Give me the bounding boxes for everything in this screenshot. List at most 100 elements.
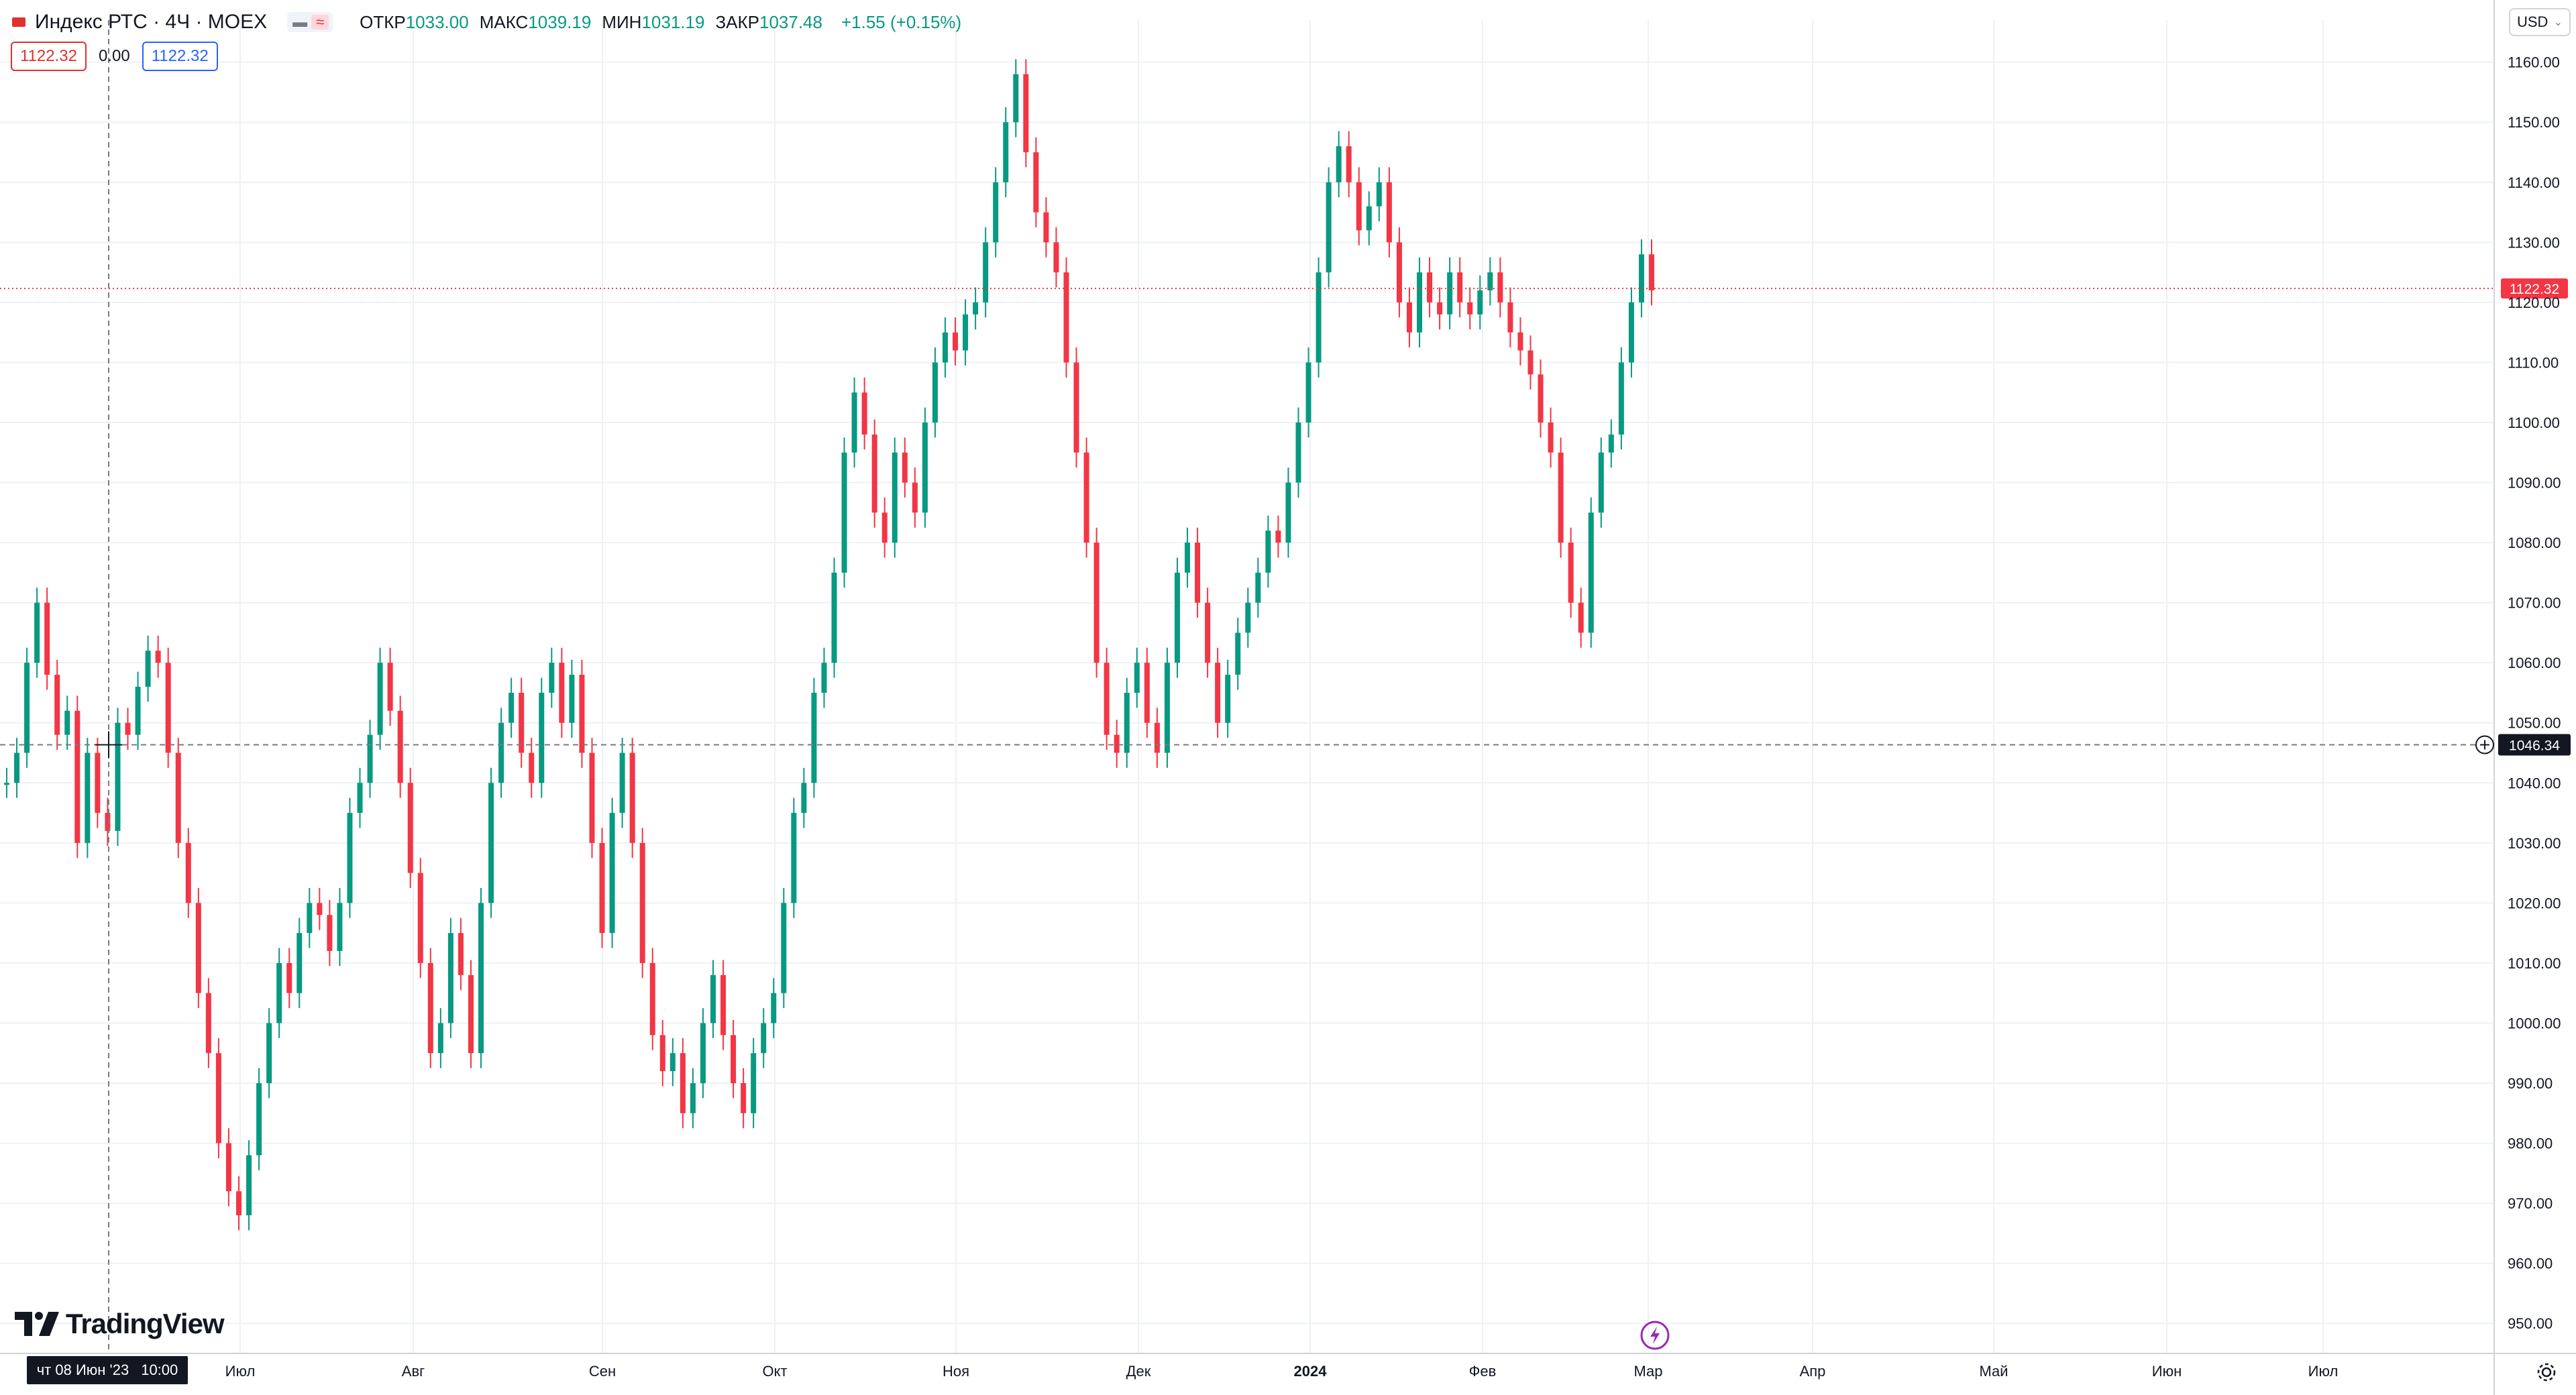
candle-body (1376, 182, 1382, 207)
candle-body (1063, 272, 1069, 363)
candle-body (1649, 254, 1654, 290)
y-tick-label: 1160.00 (2508, 54, 2560, 71)
y-tick-label: 1050.00 (2508, 715, 2561, 732)
candle-body (1144, 663, 1150, 723)
candle-body (1558, 452, 1564, 543)
candle-body (1497, 272, 1503, 302)
bars-icon[interactable]: ▬ (292, 13, 308, 30)
candle-body (1396, 242, 1402, 302)
lightning-icon[interactable] (1640, 1320, 1670, 1351)
change-value: +1.55 (+0.15%) (841, 11, 962, 32)
candle-body (54, 675, 60, 735)
candle-body (1548, 422, 1554, 453)
ohlc-high-label: МАКС (479, 11, 529, 32)
candle-body (297, 933, 303, 993)
candle-body (771, 993, 777, 1023)
candle-body (569, 675, 575, 723)
x-tick-label: Авг (402, 1363, 425, 1380)
candle-body (1517, 332, 1523, 351)
candle-body (85, 752, 91, 843)
tradingview-logo[interactable]: TradingView (15, 1308, 225, 1340)
crosshair-plus-icon[interactable] (2475, 735, 2494, 755)
candle-body (1275, 531, 1281, 543)
last-price-label: 1122.32 (2510, 282, 2559, 297)
candle-body (1366, 206, 1372, 231)
crosshair-time: 10:00 (141, 1361, 178, 1378)
candle-body (1083, 452, 1089, 543)
currency-select[interactable]: USD ⌄ (2509, 8, 2571, 36)
x-tick-label: Июл (2308, 1363, 2339, 1380)
y-tick-label: 1030.00 (2508, 835, 2561, 852)
crosshair-date-label: чт 08 Июн '23 10:00 (27, 1356, 188, 1384)
candle-body (841, 452, 847, 573)
candle-body (357, 783, 363, 814)
price-axis[interactable]: 950.00 960.00 970.00 980.00 990.00 1000.00 101… (2493, 0, 2561, 1395)
candle-body (145, 651, 151, 687)
candle-body (1336, 146, 1342, 182)
candle-body (498, 722, 504, 783)
candle-body (1467, 302, 1473, 315)
candle-body (680, 1053, 686, 1113)
candle-body (266, 1023, 272, 1084)
x-tick-label: Дек (1126, 1363, 1151, 1380)
candle-body (1003, 122, 1009, 182)
candle-body (1174, 572, 1180, 663)
candle-body (1134, 663, 1140, 693)
crosshair-price-label: 1046.34 (2509, 738, 2560, 754)
candle-body (24, 663, 30, 753)
candle-body (811, 692, 817, 783)
symbol-legend[interactable]: Индекс РТС · 4Ч · MOEX ▬ ≈ ОТКР1033.00 М… (12, 7, 961, 38)
candle-body (1043, 212, 1049, 243)
candle-body (741, 1083, 747, 1113)
candle-body (307, 903, 313, 934)
candle-body (589, 752, 595, 843)
candle-body (225, 1143, 231, 1192)
candle-body (892, 452, 898, 543)
candle-body (942, 332, 948, 363)
candle-body (1295, 422, 1301, 483)
candle-body (659, 1035, 665, 1072)
candle-body (276, 962, 282, 1023)
compare-icon[interactable]: ≈ (311, 13, 329, 30)
candle-body (731, 1035, 737, 1084)
y-tick-label: 1060.00 (2508, 655, 2561, 671)
candle-body (700, 1023, 706, 1084)
candle-body (1124, 692, 1130, 753)
candle-body (983, 242, 989, 302)
candle-body (1356, 182, 1362, 231)
candle-body (407, 783, 413, 873)
candle-body (115, 722, 121, 831)
candle-body (1457, 272, 1463, 302)
candle-body (447, 933, 453, 1023)
candle-body (761, 1023, 767, 1054)
x-tick-label: Июл (225, 1363, 256, 1380)
candle-body (1195, 543, 1201, 603)
candle-body (387, 663, 393, 711)
buy-button[interactable]: 1122.32 (142, 42, 218, 71)
candle-body (831, 572, 837, 663)
candle-body (14, 752, 20, 783)
candle-body (246, 1155, 252, 1216)
y-tick-label: 1110.00 (2508, 354, 2559, 371)
candle-body (821, 663, 827, 693)
x-tick-label: Май (1979, 1363, 2008, 1380)
candle-body (327, 915, 333, 952)
candle-body (861, 392, 867, 435)
x-tick-label: Сен (589, 1363, 616, 1380)
currency-label: USD (2517, 13, 2548, 30)
sell-button[interactable]: 1122.32 (11, 42, 87, 71)
settings-icon[interactable] (2536, 1361, 2557, 1383)
candle-body (437, 1023, 443, 1054)
ohlc-open-label: ОТКР (360, 11, 406, 32)
candle-body (751, 1053, 757, 1113)
candle-body (1538, 374, 1544, 423)
candle-body (397, 710, 403, 783)
time-axis[interactable]: Июл Авг Сен Окт Ноя Дек 2024 Фев Мар Апр Май Июн Июл (0, 1353, 2576, 1380)
symbol-title[interactable]: Индекс РТС · 4Ч · MOEX (35, 11, 268, 33)
candle-body (1527, 350, 1534, 375)
candle-body (1417, 272, 1423, 333)
candle-body (1386, 182, 1392, 243)
candle-body (963, 314, 969, 351)
ohlc-open-value: 1033.00 (405, 11, 469, 32)
